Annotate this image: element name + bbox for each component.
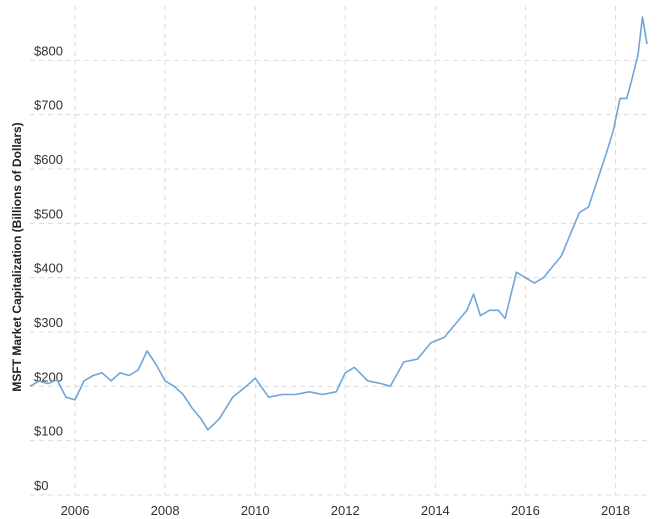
y-tick-label: $300: [34, 315, 63, 330]
horizontal-gridlines: [30, 59, 647, 496]
x-tick-label: 2018: [601, 503, 630, 518]
y-axis-tick-labels: $0$100$200$300$400$500$600$700$800: [34, 43, 63, 493]
x-tick-label: 2014: [421, 503, 450, 518]
vertical-gridlines: [74, 6, 616, 495]
y-tick-label: $800: [34, 43, 63, 58]
y-tick-label: $0: [34, 478, 48, 493]
y-tick-label: $600: [34, 152, 63, 167]
x-tick-label: 2006: [61, 503, 90, 518]
y-tick-label: $700: [34, 98, 63, 113]
y-tick-label: $100: [34, 424, 63, 439]
x-tick-label: 2010: [241, 503, 270, 518]
x-tick-label: 2016: [511, 503, 540, 518]
series-group: [29, 16, 648, 431]
y-axis-title: MSFT Market Capitalization (Billions of …: [10, 122, 24, 391]
y-tick-label: $500: [34, 206, 63, 221]
x-tick-label: 2012: [331, 503, 360, 518]
x-tick-label: 2008: [151, 503, 180, 518]
series-line-market-cap: [29, 16, 648, 431]
y-tick-label: $400: [34, 261, 63, 276]
x-axis-tick-labels: 2006 2008 2010 2012 2014 2016 2018: [61, 503, 630, 518]
